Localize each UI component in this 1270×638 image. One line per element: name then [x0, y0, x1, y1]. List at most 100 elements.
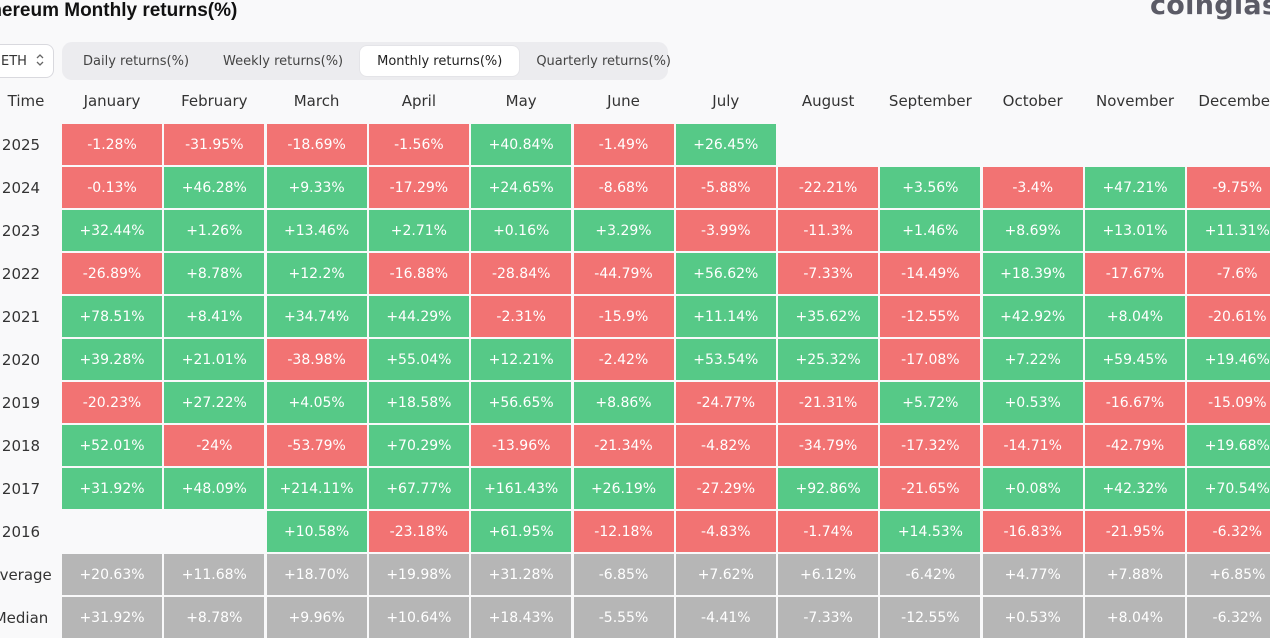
return-cell: +18.58%	[368, 382, 469, 423]
row-label-2021: 2021	[1, 307, 41, 326]
return-cell: -15.09%	[1187, 382, 1270, 423]
return-cell: +18.43%	[471, 597, 572, 638]
return-cell: -7.33%	[778, 253, 879, 294]
return-cell: +1.26%	[164, 210, 265, 251]
return-cell: -17.67%	[1085, 253, 1185, 294]
return-cell: +0.53%	[982, 382, 1083, 423]
return-cell: -53.79%	[266, 425, 367, 466]
return-cell: -12.55%	[880, 597, 981, 638]
return-cell: -20.23%	[62, 382, 162, 423]
month-header-may: May	[505, 92, 537, 110]
return-cell: +161.43%	[471, 468, 572, 509]
return-cell: -21.65%	[880, 468, 981, 509]
chevron-updown-icon	[35, 53, 45, 69]
return-cell: +13.46%	[266, 210, 367, 251]
tab-daily-returns[interactable]: Daily returns(%)	[83, 53, 190, 69]
return-cell: +0.08%	[982, 468, 1083, 509]
return-cell: -17.32%	[880, 425, 981, 466]
return-cell: -6.32%	[1187, 511, 1270, 552]
row-label-2017: 2017	[1, 479, 41, 498]
return-cell: +2.71%	[368, 210, 469, 251]
return-cell: -26.89%	[62, 253, 162, 294]
return-cell: -7.6%	[1187, 253, 1270, 294]
return-cell: -21.34%	[573, 425, 674, 466]
month-header-september: September	[888, 92, 972, 110]
return-cell: -14.49%	[880, 253, 981, 294]
month-header-october: October	[1002, 92, 1063, 110]
return-cell: -22.21%	[778, 167, 879, 208]
return-cell: -7.33%	[778, 597, 879, 638]
return-cell: +31.28%	[471, 554, 572, 595]
month-header-february: February	[181, 92, 248, 110]
return-cell: -27.29%	[675, 468, 776, 509]
return-cell: -23.18%	[368, 511, 469, 552]
return-cell: -2.31%	[471, 296, 572, 337]
return-cell: +18.70%	[266, 554, 367, 595]
month-header-july: July	[712, 92, 740, 110]
return-cell: +13.01%	[1085, 210, 1185, 251]
tab-quarterly-returns[interactable]: Quarterly returns(%)	[536, 53, 672, 69]
tab-weekly-returns[interactable]: Weekly returns(%)	[223, 53, 344, 69]
return-cell: +8.41%	[164, 296, 265, 337]
return-cell: +8.69%	[982, 210, 1083, 251]
return-cell: -24.77%	[675, 382, 776, 423]
return-cell: -4.83%	[675, 511, 776, 552]
asset-select[interactable]: ETH	[0, 44, 54, 78]
return-cell: -1.74%	[778, 511, 879, 552]
return-cell: -42.79%	[1085, 425, 1185, 466]
return-cell: -2.42%	[573, 339, 674, 380]
month-header-november: November	[1095, 92, 1175, 110]
time-column-header: Time	[7, 92, 45, 110]
return-cell: +0.53%	[982, 597, 1083, 638]
return-cell: -14.71%	[982, 425, 1083, 466]
row-label-median: Median	[0, 608, 49, 627]
return-cell: -11.3%	[778, 210, 879, 251]
month-header-april: April	[401, 92, 437, 110]
return-cell: +21.01%	[164, 339, 265, 380]
return-cell: -20.61%	[1187, 296, 1270, 337]
return-cell: -1.56%	[368, 124, 469, 165]
page-title: thereum Monthly returns(%)	[0, 0, 238, 21]
asset-select-value: ETH	[1, 53, 27, 69]
row-label-2018: 2018	[1, 436, 41, 455]
return-cell: +59.45%	[1085, 339, 1185, 380]
return-cell: +8.04%	[1085, 597, 1185, 638]
return-cell: +25.32%	[778, 339, 879, 380]
row-label-2020: 2020	[1, 350, 41, 369]
return-cell: -28.84%	[471, 253, 572, 294]
return-cell: +42.92%	[982, 296, 1083, 337]
return-cell: +27.22%	[164, 382, 265, 423]
return-cell: +53.54%	[675, 339, 776, 380]
return-cell: -3.99%	[675, 210, 776, 251]
return-cell: +40.84%	[471, 124, 572, 165]
return-cell: -18.69%	[266, 124, 367, 165]
return-cell: +10.58%	[266, 511, 367, 552]
return-cell: +78.51%	[62, 296, 162, 337]
return-cell: +12.21%	[471, 339, 572, 380]
return-cell: +8.04%	[1085, 296, 1185, 337]
return-cell: +19.68%	[1187, 425, 1270, 466]
return-cell: +14.53%	[880, 511, 981, 552]
return-cell: +44.29%	[368, 296, 469, 337]
return-cell: -6.42%	[880, 554, 981, 595]
row-label-2024: 2024	[1, 178, 41, 197]
return-cell: +19.46%	[1187, 339, 1270, 380]
return-cell: +61.95%	[471, 511, 572, 552]
return-cell: +26.45%	[675, 124, 776, 165]
tab-monthly-returns[interactable]: Monthly returns(%)	[360, 46, 520, 76]
row-label-2019: 2019	[1, 393, 41, 412]
row-label-2025: 2025	[1, 135, 41, 154]
return-cell: -17.29%	[368, 167, 469, 208]
return-cell: +6.85%	[1187, 554, 1270, 595]
return-cell: +31.92%	[62, 468, 162, 509]
row-label-2016: 2016	[1, 522, 41, 541]
month-header-december: December	[1198, 92, 1270, 110]
return-cell: -12.18%	[573, 511, 674, 552]
return-cell: +4.05%	[266, 382, 367, 423]
return-cell: -0.13%	[62, 167, 162, 208]
row-label-2022: 2022	[1, 264, 41, 283]
return-cell: +7.22%	[982, 339, 1083, 380]
return-cell: -9.75%	[1187, 167, 1270, 208]
return-cell: -16.88%	[368, 253, 469, 294]
return-cell: +70.29%	[368, 425, 469, 466]
